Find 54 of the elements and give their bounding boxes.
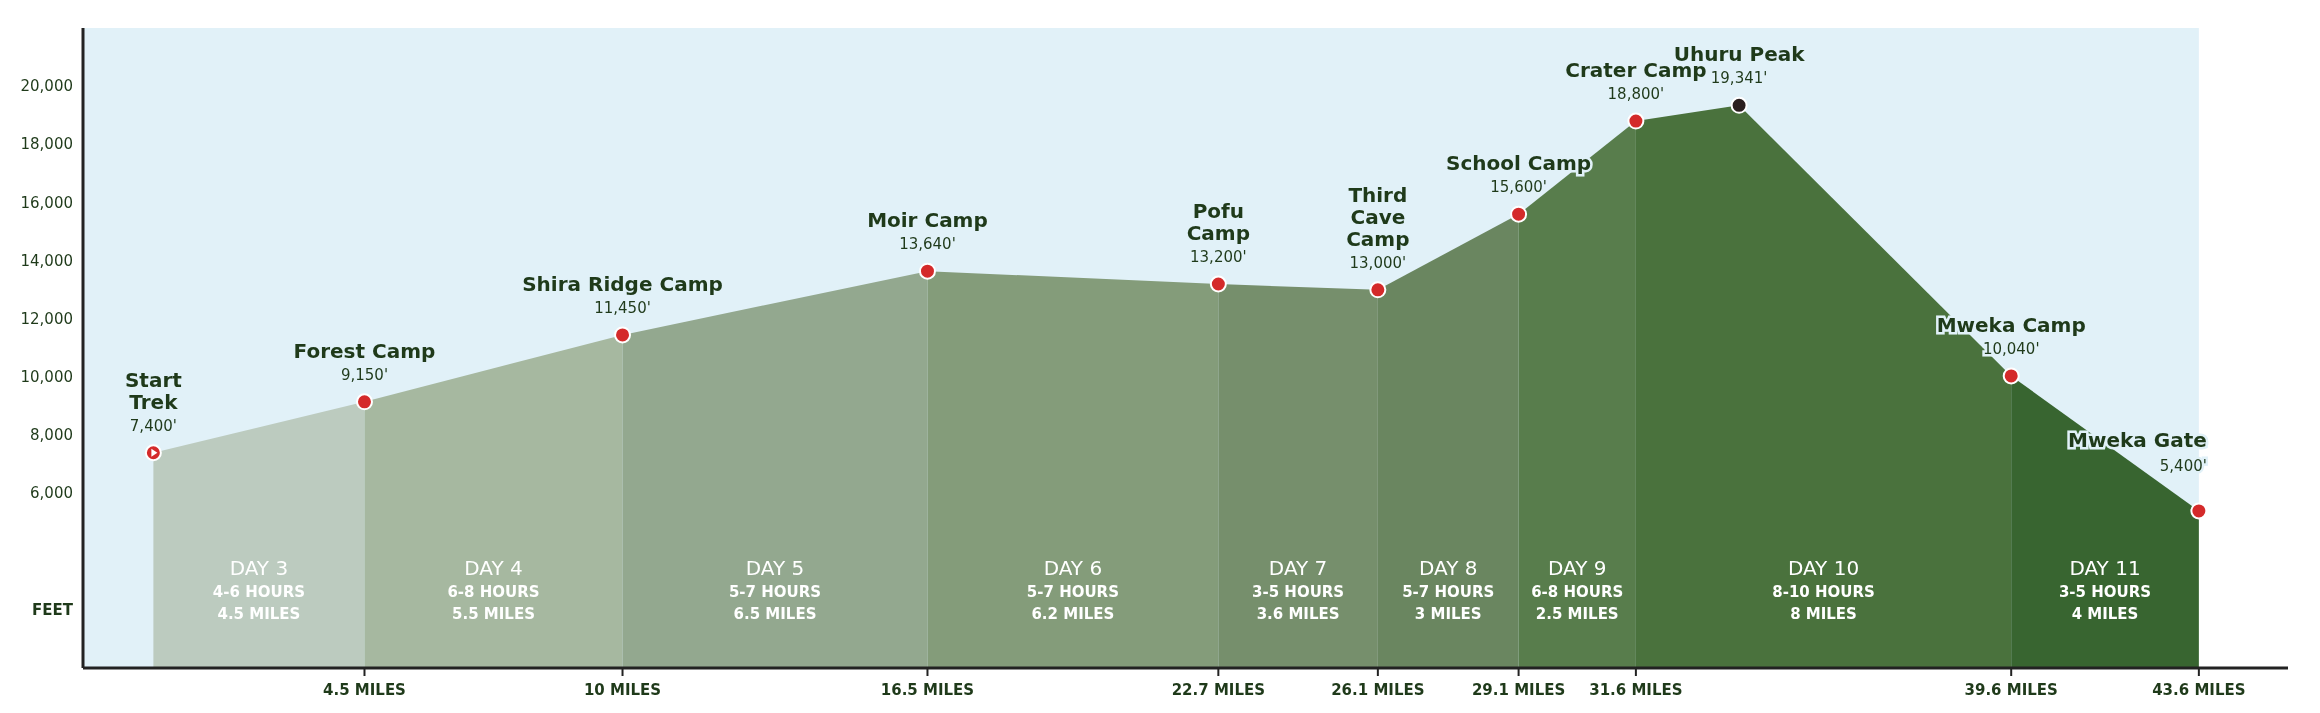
point <box>614 326 632 344</box>
y-tick-label: 8,000 <box>30 426 73 445</box>
data-label: 7,400' <box>129 416 177 435</box>
point <box>355 393 373 411</box>
data-label: 5,400' <box>2159 456 2207 475</box>
series-label: DAY 7 3-5 HOURS 3.6 MILES <box>1252 555 1345 623</box>
series-label: DAY 8 5-7 HOURS 3 MILES <box>1402 555 1495 623</box>
point <box>1730 96 1748 114</box>
y-tick-label: 18,000 <box>20 135 73 154</box>
annotation: Moir Camp <box>867 208 988 233</box>
annotation: Forest Camp <box>293 338 436 363</box>
annotation: Shira Ridge Camp <box>522 271 723 296</box>
point <box>2190 502 2208 520</box>
data-label: 13,200' <box>1190 248 1247 266</box>
x-tick-label: 10 MILES <box>583 681 662 699</box>
annotation: Start Trek <box>124 367 183 414</box>
y-tick-label: 20,000 <box>20 77 73 96</box>
point <box>1369 281 1387 299</box>
x-tick-label: 43.6 MILES <box>2152 681 2246 699</box>
data-label: 10,040' <box>1982 339 2040 358</box>
series-label: DAY 5 5-7 HOURS 6.5 MILES <box>728 555 822 623</box>
series-label: DAY 10 8-10 HOURS 8 MILES <box>1772 555 1875 623</box>
point <box>1627 112 1645 130</box>
y-tick-label: 12,000 <box>20 309 73 328</box>
data-label: 19,341' <box>1710 69 1768 88</box>
x-tick-label: 4.5 MILES <box>323 681 406 699</box>
x-tick-label: 39.6 MILES <box>1964 681 2058 699</box>
annotation: Third Cave Camp <box>1346 182 1410 251</box>
point <box>2002 367 2020 385</box>
x-tick-label: 26.1 MILES <box>1331 681 1425 699</box>
y-tick-label: 14,000 <box>20 251 73 270</box>
y-tick-label: 6,000 <box>30 484 73 503</box>
series-label: DAY 6 5-7 HOURS 6.2 MILES <box>1026 555 1119 623</box>
y-axis-title: FEET <box>32 600 74 619</box>
data-label: 18,800' <box>1607 85 1665 104</box>
point <box>1209 275 1227 293</box>
x-tick-label: 22.7 MILES <box>1171 681 1266 699</box>
point <box>1510 205 1528 223</box>
data-label: 13,000' <box>1349 253 1407 272</box>
y-tick-label: 10,000 <box>20 368 73 387</box>
x-tick-label: 16.5 MILES <box>880 681 975 699</box>
data-label: 9,150' <box>340 365 389 384</box>
annotation: Pofu Camp <box>1186 199 1251 245</box>
series-label: DAY 3 4-6 HOURS 4.5 MILES <box>212 555 306 623</box>
series-label: DAY 11 3-5 HOURS 4 MILES <box>2058 555 2152 623</box>
data-label: 11,450' <box>594 298 651 317</box>
x-tick-label: 31.6 MILES <box>1589 681 1683 699</box>
x-tick-label: 29.1 MILES <box>1471 681 1566 699</box>
data-label: 13,640' <box>899 235 956 254</box>
y-tick-label: 16,000 <box>20 193 73 212</box>
series-label: DAY 4 6-8 HOURS 5.5 MILES <box>447 555 540 623</box>
series-label: DAY 9 6-8 HOURS 2.5 MILES <box>1531 555 1624 623</box>
data-label: 15,600' <box>1490 178 1547 197</box>
point <box>918 262 936 280</box>
